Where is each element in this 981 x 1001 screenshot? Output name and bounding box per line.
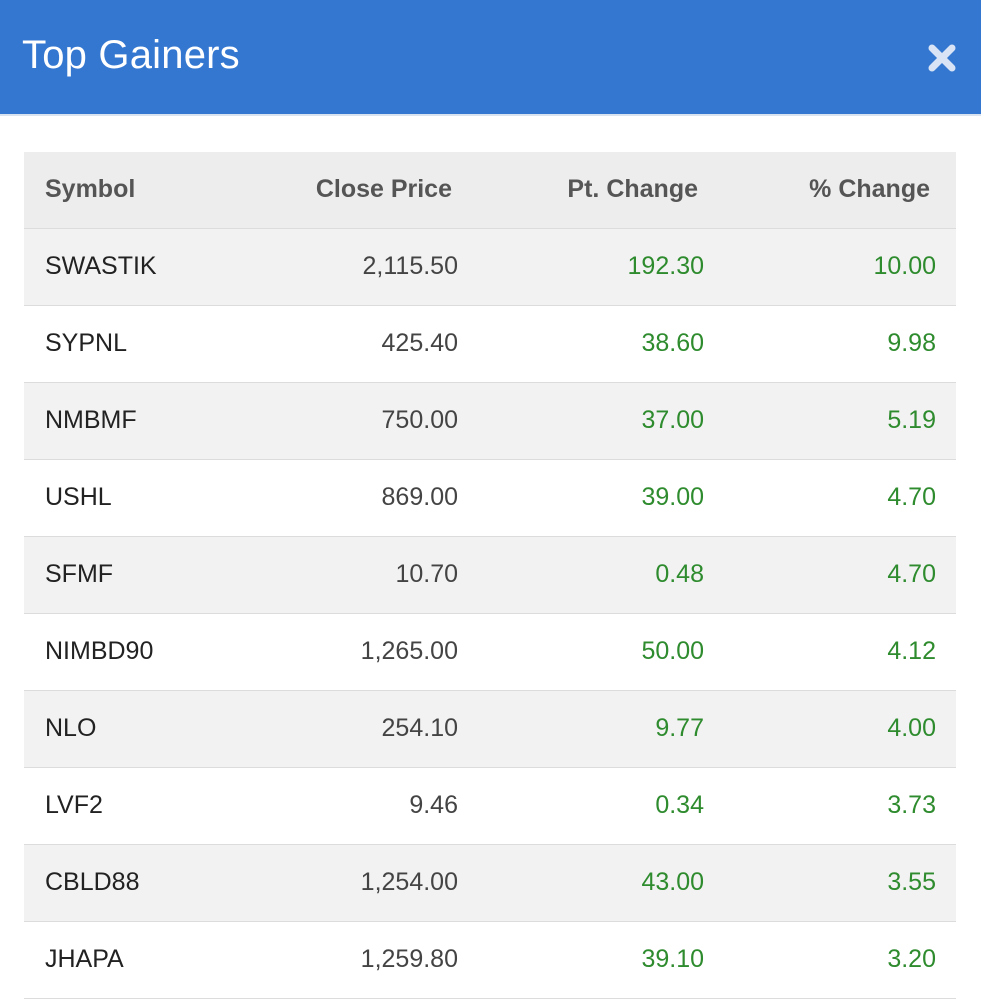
column-header-close-price[interactable]: Close Price — [212, 152, 458, 229]
top-gainers-table: Symbol Close Price Pt. Change % Change S… — [24, 152, 956, 999]
table-row[interactable]: JHAPA 1,259.80 39.10 3.20 — [24, 921, 956, 999]
symbol-cell: LVF2 — [24, 767, 212, 845]
table-row[interactable]: NLO 254.10 9.77 4.00 — [24, 690, 956, 768]
pct-change-cell: 10.00 — [704, 228, 956, 306]
table-row[interactable]: CBLD88 1,254.00 43.00 3.55 — [24, 844, 956, 922]
top-gainers-table-container: Symbol Close Price Pt. Change % Change S… — [24, 152, 956, 999]
close-button[interactable] — [926, 42, 958, 74]
symbol-cell: NIMBD90 — [24, 613, 212, 691]
pt-change-cell: 39.00 — [458, 459, 704, 537]
pct-change-cell: 9.98 — [704, 305, 956, 383]
pt-change-cell: 9.77 — [458, 690, 704, 768]
column-header-pct-change[interactable]: % Change — [704, 152, 956, 229]
pct-change-cell: 4.12 — [704, 613, 956, 691]
close-price-cell: 10.70 — [212, 536, 458, 614]
close-price-cell: 254.10 — [212, 690, 458, 768]
table-body: SWASTIK 2,115.50 192.30 10.00 SYPNL 425.40 38.… — [24, 228, 956, 999]
modal-title: Top Gainers — [22, 33, 240, 77]
pt-change-cell: 43.00 — [458, 844, 704, 922]
close-price-cell: 1,265.00 — [212, 613, 458, 691]
pt-change-cell: 38.60 — [458, 305, 704, 383]
close-price-cell: 750.00 — [212, 382, 458, 460]
pt-change-cell: 192.30 — [458, 228, 704, 306]
pt-change-cell: 39.10 — [458, 921, 704, 999]
close-price-cell: 425.40 — [212, 305, 458, 383]
pct-change-cell: 4.70 — [704, 459, 956, 537]
symbol-cell: SWASTIK — [24, 228, 212, 306]
pct-change-cell: 5.19 — [704, 382, 956, 460]
pct-change-cell: 4.00 — [704, 690, 956, 768]
pct-change-cell: 3.55 — [704, 844, 956, 922]
symbol-cell: JHAPA — [24, 921, 212, 999]
symbol-cell: NLO — [24, 690, 212, 768]
pct-change-cell: 4.70 — [704, 536, 956, 614]
modal-header: Top Gainers — [0, 0, 981, 116]
table-row[interactable]: SWASTIK 2,115.50 192.30 10.00 — [24, 228, 956, 306]
table-row[interactable]: NMBMF 750.00 37.00 5.19 — [24, 382, 956, 460]
pt-change-cell: 37.00 — [458, 382, 704, 460]
table-row[interactable]: LVF2 9.46 0.34 3.73 — [24, 767, 956, 845]
close-icon — [928, 44, 956, 72]
pt-change-cell: 0.48 — [458, 536, 704, 614]
pct-change-cell: 3.20 — [704, 921, 956, 999]
pct-change-cell: 3.73 — [704, 767, 956, 845]
table-header-row: Symbol Close Price Pt. Change % Change — [24, 152, 956, 229]
symbol-cell: USHL — [24, 459, 212, 537]
table-row[interactable]: SFMF 10.70 0.48 4.70 — [24, 536, 956, 614]
pt-change-cell: 0.34 — [458, 767, 704, 845]
column-header-pt-change[interactable]: Pt. Change — [458, 152, 704, 229]
table-header: Symbol Close Price Pt. Change % Change — [24, 152, 956, 229]
close-price-cell: 1,259.80 — [212, 921, 458, 999]
table-row[interactable]: NIMBD90 1,265.00 50.00 4.12 — [24, 613, 956, 691]
symbol-cell: SFMF — [24, 536, 212, 614]
close-price-cell: 1,254.00 — [212, 844, 458, 922]
symbol-cell: CBLD88 — [24, 844, 212, 922]
close-price-cell: 869.00 — [212, 459, 458, 537]
pt-change-cell: 50.00 — [458, 613, 704, 691]
close-price-cell: 9.46 — [212, 767, 458, 845]
table-row[interactable]: USHL 869.00 39.00 4.70 — [24, 459, 956, 537]
symbol-cell: NMBMF — [24, 382, 212, 460]
close-price-cell: 2,115.50 — [212, 228, 458, 306]
column-header-symbol[interactable]: Symbol — [24, 152, 212, 229]
table-row[interactable]: SYPNL 425.40 38.60 9.98 — [24, 305, 956, 383]
symbol-cell: SYPNL — [24, 305, 212, 383]
